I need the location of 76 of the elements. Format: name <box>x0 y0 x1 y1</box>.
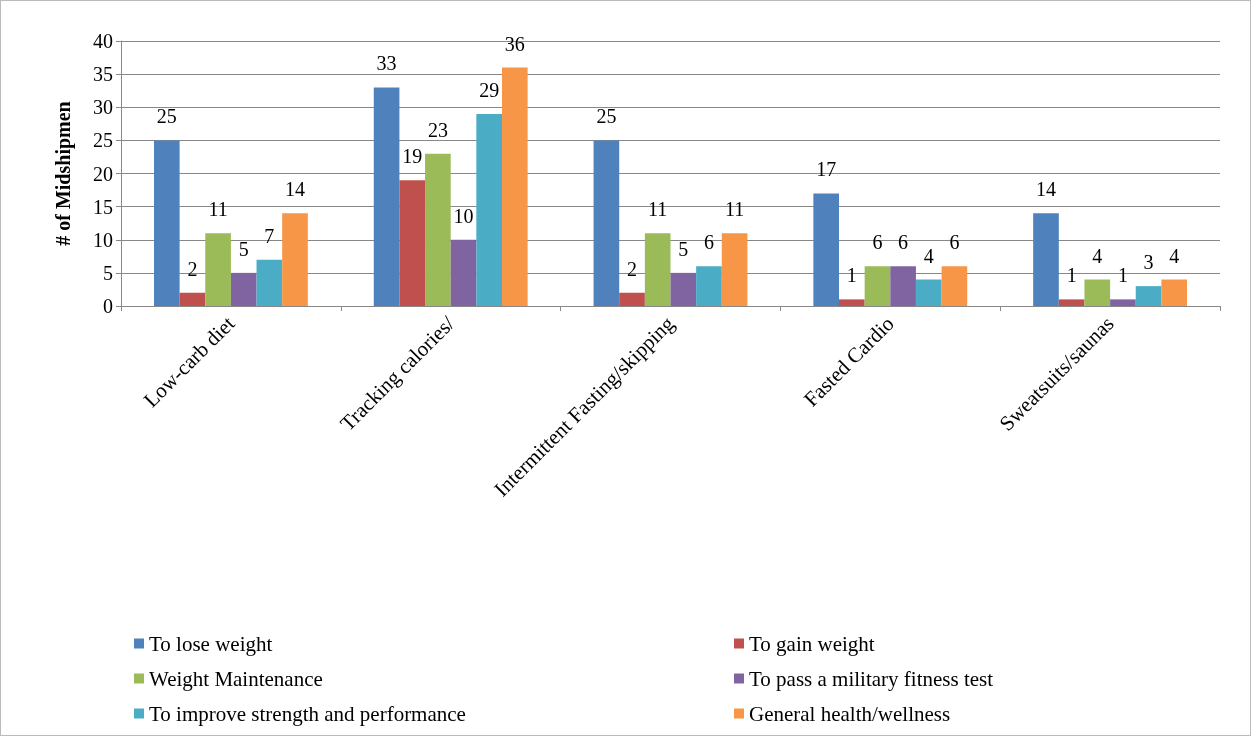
legend-label: To improve strength and performance <box>149 701 466 726</box>
bar <box>373 87 400 306</box>
data-label: 6 <box>872 231 883 254</box>
y-tick-label: 20 <box>93 162 113 185</box>
data-label: 25 <box>596 105 617 128</box>
bar <box>425 153 451 306</box>
data-label: 4 <box>1092 244 1103 267</box>
bar <box>670 272 697 306</box>
bar <box>619 292 645 306</box>
legend-label: To gain weight <box>749 631 875 656</box>
data-label: 1 <box>846 264 857 287</box>
bar <box>890 266 916 306</box>
data-label: 1 <box>1066 264 1077 287</box>
y-tick-label: 5 <box>103 261 113 284</box>
data-label: 36 <box>504 32 525 55</box>
data-label: 5 <box>238 237 249 260</box>
bar <box>1110 299 1136 306</box>
legend-label: To lose weight <box>149 631 273 656</box>
bar <box>1135 286 1162 306</box>
bar <box>399 180 426 306</box>
data-label: 11 <box>724 198 745 221</box>
bar <box>915 279 942 306</box>
bar <box>476 113 502 306</box>
y-tick-label: 25 <box>93 129 113 152</box>
y-tick-label: 30 <box>93 96 113 119</box>
data-label: 2 <box>187 257 198 280</box>
bar <box>282 213 308 306</box>
y-tick-label: 35 <box>93 63 113 86</box>
y-tick-label: 10 <box>93 228 113 251</box>
bar <box>1058 299 1085 306</box>
bar <box>864 266 891 306</box>
data-label: 6 <box>949 231 960 254</box>
bar <box>179 292 206 306</box>
data-label: 6 <box>898 231 909 254</box>
bar <box>1161 279 1188 306</box>
data-label: 23 <box>427 118 448 141</box>
data-label: 2 <box>627 257 638 280</box>
legend-label: Weight Maintenance <box>149 666 323 691</box>
data-label: 4 <box>923 244 934 267</box>
data-label: 33 <box>376 52 397 75</box>
legend-label: General health/wellness <box>749 701 951 726</box>
data-label: 1 <box>1117 264 1128 287</box>
data-label: 25 <box>156 105 177 128</box>
y-tick-label: 15 <box>93 195 113 218</box>
data-label: 17 <box>816 158 837 181</box>
bar <box>450 239 477 306</box>
legend-label: To pass a military fitness test <box>749 666 994 691</box>
data-label: 14 <box>285 178 306 201</box>
data-label: 6 <box>703 231 714 254</box>
data-label: 29 <box>479 78 500 101</box>
bar <box>644 233 671 306</box>
bar <box>501 67 528 306</box>
bar <box>153 140 180 306</box>
data-label: 3 <box>1143 251 1154 274</box>
data-label: 5 <box>678 237 689 260</box>
data-label: 19 <box>402 145 423 168</box>
y-tick-label: 40 <box>93 30 113 52</box>
data-label: 14 <box>1035 178 1056 201</box>
data-label: 4 <box>1169 244 1180 267</box>
bar <box>230 272 257 306</box>
y-tick-label: 0 <box>103 295 113 317</box>
data-label: 7 <box>264 224 275 247</box>
bar <box>941 266 968 306</box>
bar <box>593 140 620 306</box>
y-axis-title: # of Midshipmen <box>52 101 75 246</box>
bar <box>696 266 722 306</box>
bar <box>1084 279 1111 306</box>
bar <box>256 259 283 306</box>
data-label: 10 <box>453 204 474 227</box>
bar <box>1033 213 1059 306</box>
bar <box>813 193 840 306</box>
bar <box>839 299 865 306</box>
bar <box>721 233 748 306</box>
data-label: 11 <box>648 198 668 221</box>
data-label: 11 <box>208 198 228 221</box>
bar <box>205 233 231 306</box>
